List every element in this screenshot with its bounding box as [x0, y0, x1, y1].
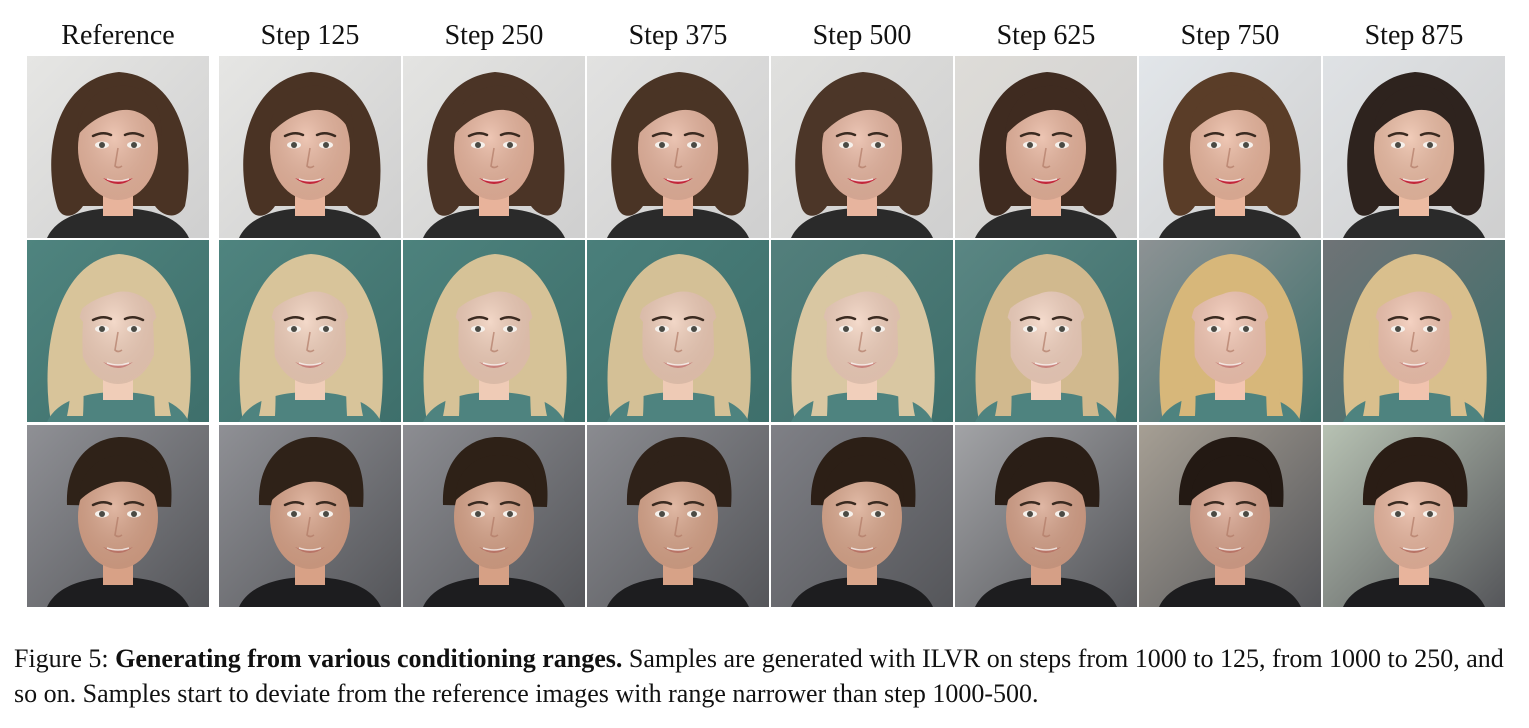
face-image-r2-c4 — [771, 425, 953, 607]
face-sample-graphic — [403, 240, 585, 422]
face-sample-graphic — [771, 240, 953, 422]
face-sample-graphic — [955, 240, 1137, 422]
column-header-1: Step 125 — [260, 20, 360, 51]
face-sample-graphic — [771, 56, 953, 238]
column-header-2: Step 250 — [444, 20, 544, 51]
face-sample-graphic — [27, 240, 209, 422]
column-header-3: Step 375 — [628, 20, 728, 51]
face-sample-graphic — [1139, 425, 1321, 607]
face-sample-graphic — [1139, 240, 1321, 422]
face-image-r1-c5 — [955, 240, 1137, 422]
face-sample-graphic — [587, 56, 769, 238]
face-sample-graphic — [27, 56, 209, 238]
face-sample-graphic — [1139, 56, 1321, 238]
face-image-r1-c7 — [1323, 240, 1505, 422]
caption-title: Generating from various conditioning ran… — [115, 644, 623, 673]
face-image-r1-c1 — [219, 240, 401, 422]
column-header-0: Reference — [61, 20, 175, 51]
face-sample-graphic — [1323, 240, 1505, 422]
figure-caption: Figure 5: Generating from various condit… — [14, 641, 1519, 711]
face-sample-graphic — [587, 240, 769, 422]
face-image-r0-c6 — [1139, 56, 1321, 238]
face-image-r1-c0 — [27, 240, 209, 422]
column-header-4: Step 500 — [812, 20, 912, 51]
face-sample-graphic — [587, 425, 769, 607]
face-image-r2-c2 — [403, 425, 585, 607]
face-image-r2-c1 — [219, 425, 401, 607]
caption-label: Figure 5: — [14, 644, 116, 673]
image-grid — [0, 56, 1529, 610]
face-sample-graphic — [219, 240, 401, 422]
face-sample-graphic — [1323, 56, 1505, 238]
column-header-5: Step 625 — [996, 20, 1096, 51]
face-sample-graphic — [219, 56, 401, 238]
face-image-r0-c3 — [587, 56, 769, 238]
face-image-r0-c4 — [771, 56, 953, 238]
face-image-r1-c6 — [1139, 240, 1321, 422]
caption-text: Samples are generated with ILVR on steps… — [14, 644, 1504, 708]
face-image-r1-c4 — [771, 240, 953, 422]
face-sample-graphic — [219, 425, 401, 607]
face-sample-graphic — [27, 425, 209, 607]
face-sample-graphic — [771, 425, 953, 607]
face-sample-graphic — [955, 425, 1137, 607]
face-image-r2-c7 — [1323, 425, 1505, 607]
face-sample-graphic — [403, 56, 585, 238]
face-image-r2-c5 — [955, 425, 1137, 607]
face-sample-graphic — [1323, 425, 1505, 607]
face-image-r0-c7 — [1323, 56, 1505, 238]
face-image-r1-c3 — [587, 240, 769, 422]
face-image-r0-c5 — [955, 56, 1137, 238]
column-headers: Reference Step 125 Step 250 Step 375 Step 50… — [0, 18, 1529, 54]
column-header-7: Step 875 — [1364, 20, 1464, 51]
face-image-r2-c6 — [1139, 425, 1321, 607]
face-image-r0-c1 — [219, 56, 401, 238]
face-image-r2-c0 — [27, 425, 209, 607]
column-header-6: Step 750 — [1180, 20, 1280, 51]
face-sample-graphic — [403, 425, 585, 607]
face-image-r1-c2 — [403, 240, 585, 422]
face-image-r0-c0 — [27, 56, 209, 238]
face-sample-graphic — [955, 56, 1137, 238]
face-image-r2-c3 — [587, 425, 769, 607]
face-image-r0-c2 — [403, 56, 585, 238]
